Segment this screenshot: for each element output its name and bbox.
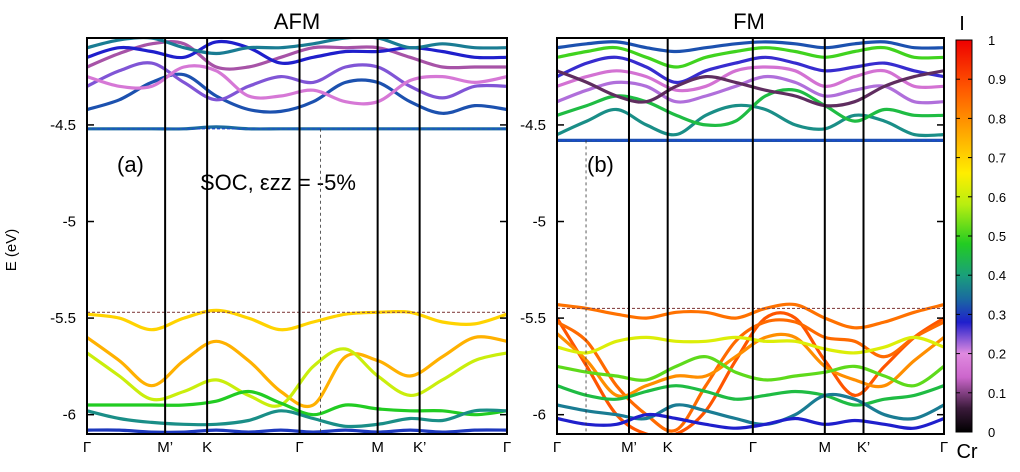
colorbar-label-3: 0.3 xyxy=(988,307,1006,322)
ytick-label-0: -4.5 xyxy=(520,117,546,134)
colorbar-label-4: 0.4 xyxy=(988,268,1006,283)
band-9 xyxy=(87,64,507,106)
band-3 xyxy=(87,389,507,417)
band-4 xyxy=(557,335,944,355)
colorbar-label-7: 0.7 xyxy=(988,151,1006,166)
band-10 xyxy=(557,103,944,138)
panel-fm-title: FM xyxy=(733,9,765,34)
y-axis-label: E (eV) xyxy=(3,229,20,272)
colorbar-label-0: 0 xyxy=(988,425,995,440)
panel-afm-annotation: SOC, εzz = -5% xyxy=(200,170,356,195)
ytick-label-1: -5 xyxy=(533,214,546,231)
band-10 xyxy=(87,40,507,71)
band-lines xyxy=(557,40,944,434)
band-7 xyxy=(87,72,507,115)
ytick-label-0: -4.5 xyxy=(50,117,76,134)
panel-1-plot: Γ M’ K Γ M K’ Γ -4.5 -5 -5.5 -6 xyxy=(520,37,948,456)
colorbar-label-5: 0.5 xyxy=(988,229,1006,244)
band-8 xyxy=(557,412,944,430)
band-15 xyxy=(557,69,944,108)
kpoint-label-0: Γ xyxy=(553,439,561,456)
kpoint-label-3: Γ xyxy=(749,439,757,456)
colorbar-title-top: I xyxy=(959,13,965,35)
colorbar-label-8: 0.8 xyxy=(988,111,1006,126)
colorbar-title-bottom: Cr xyxy=(956,441,977,463)
band-4 xyxy=(87,408,507,429)
colorbar: I Cr xyxy=(956,13,977,463)
band-14 xyxy=(557,55,944,85)
kpoint-label-1: M’ xyxy=(621,439,637,456)
plot-frame xyxy=(556,37,945,435)
band-12 xyxy=(557,74,944,105)
colorbar-label-6: 0.6 xyxy=(988,190,1006,205)
colorbar-label-9: 0.9 xyxy=(988,72,1006,87)
ytick-label-3: -6 xyxy=(63,407,76,424)
band-11 xyxy=(87,39,507,65)
kpoint-label-4: M xyxy=(371,439,384,456)
plot-frame xyxy=(86,37,508,435)
kpoint-label-6: Γ xyxy=(503,439,511,456)
band-1 xyxy=(87,335,507,408)
band-5 xyxy=(557,355,944,388)
band-6 xyxy=(557,384,944,407)
kpoint-label-2: K xyxy=(202,439,212,456)
band-5 xyxy=(87,428,507,434)
band-0 xyxy=(557,302,944,330)
ytick-label-3: -6 xyxy=(533,407,546,424)
band-1 xyxy=(557,311,944,434)
colorbar-label-2: 0.2 xyxy=(988,347,1006,362)
kpoint-label-5: K’ xyxy=(857,439,870,456)
panel-0-plot: Γ M’ K Γ M K’ Γ -4.5 -5 -5.5 -6 xyxy=(50,37,511,456)
ytick-label-1: -5 xyxy=(63,214,76,231)
kpoint-label-1: M’ xyxy=(157,439,173,456)
panel-fm-label: (b) xyxy=(587,152,614,177)
panel-afm-label: (a) xyxy=(117,152,144,177)
colorbar-label-10: 1 xyxy=(988,33,995,48)
band-8 xyxy=(87,61,507,102)
kpoint-label-6: Γ xyxy=(940,439,948,456)
ytick-label-2: -5.5 xyxy=(520,310,546,327)
kpoint-label-5: K’ xyxy=(413,439,426,456)
band-2 xyxy=(557,318,944,433)
panel-afm-title: AFM xyxy=(274,9,320,34)
band-16 xyxy=(557,45,944,69)
colorbar-label-1: 0.1 xyxy=(988,386,1006,401)
band-3 xyxy=(557,332,944,398)
kpoint-label-2: K xyxy=(663,439,673,456)
band-2 xyxy=(87,347,507,408)
band-0 xyxy=(87,308,507,332)
panel-fm: FM (b) xyxy=(587,9,765,177)
panel-afm: AFM (a) SOC, εzz = -5% xyxy=(117,9,356,195)
kpoint-label-4: M xyxy=(819,439,832,456)
band-lines xyxy=(87,38,507,434)
kpoint-label-3: Γ xyxy=(295,439,303,456)
band-17 xyxy=(557,40,944,54)
colorbar-body: 0 0.1 0.2 0.3 0.4 0.5 0.6 0.7 0.8 0.9 1 xyxy=(955,33,1006,440)
kpoint-label-0: Γ xyxy=(83,439,91,456)
band-7 xyxy=(557,392,944,426)
ytick-label-2: -5.5 xyxy=(50,310,76,327)
band-13 xyxy=(557,65,944,93)
